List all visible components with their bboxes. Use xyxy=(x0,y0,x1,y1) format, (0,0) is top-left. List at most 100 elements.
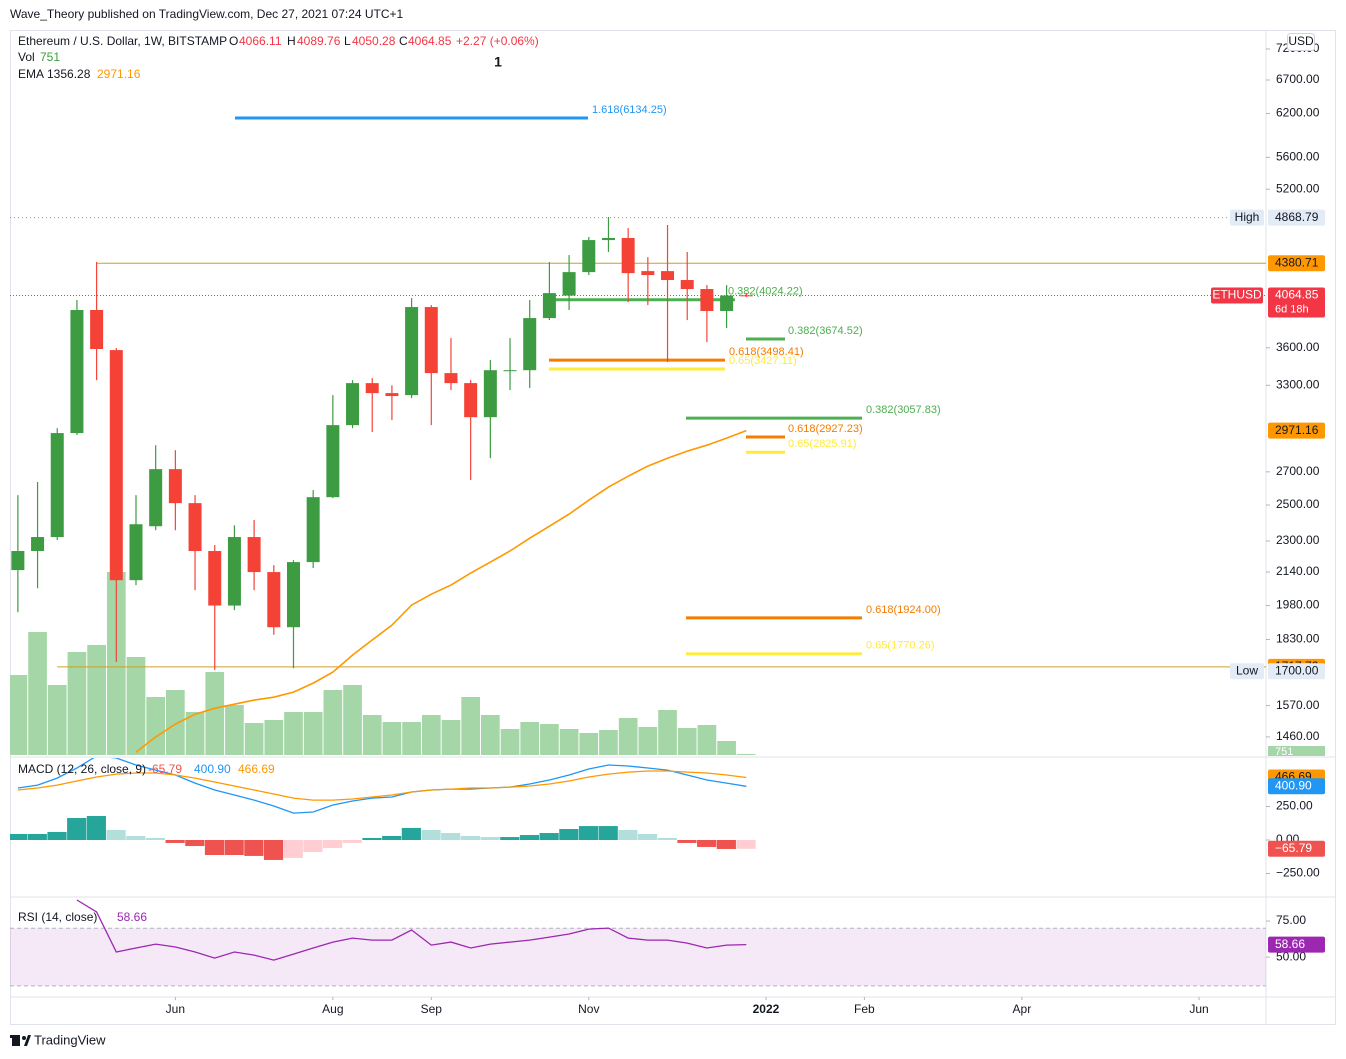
signal-line xyxy=(17,770,747,801)
rsi-pane xyxy=(10,899,1266,987)
volume-bar xyxy=(461,697,481,755)
fib-label: 0.618(2927.23) xyxy=(788,423,863,435)
candle-body xyxy=(31,537,45,552)
fib-label: 0.618(1924.00) xyxy=(866,604,941,616)
macd-histogram-bar xyxy=(185,839,205,847)
legend-name: Vol xyxy=(18,50,35,64)
candle-body xyxy=(227,537,241,606)
candle-body xyxy=(464,383,478,418)
candle-body xyxy=(582,240,596,273)
candle-body xyxy=(149,469,163,527)
ema-badge-bg xyxy=(1268,422,1325,439)
macd-histogram-bar xyxy=(263,839,284,860)
volume-bar xyxy=(717,741,736,755)
candle-body xyxy=(562,272,576,296)
macd-histogram-bar xyxy=(10,833,28,840)
y-tick-label: 6200.00 xyxy=(1276,106,1320,120)
macd-line xyxy=(17,758,747,814)
macd-histogram-bar xyxy=(362,837,382,840)
candle-body xyxy=(247,537,261,573)
candle-body xyxy=(444,373,458,384)
macd-histogram-bar xyxy=(657,837,677,840)
rsi-band xyxy=(10,928,1266,986)
volume-bar xyxy=(303,712,323,755)
candle-body xyxy=(483,370,497,418)
ema-badge: 2971.16 xyxy=(1275,423,1319,437)
macd-histogram-bar xyxy=(47,831,67,840)
rsi-badge: 58.66 xyxy=(1275,937,1305,951)
x-tick-label: Sep xyxy=(421,1002,443,1016)
y-tick-label: 3600.00 xyxy=(1276,340,1320,354)
y-tick-label: 5600.00 xyxy=(1276,149,1320,163)
y-tick-label: 75.00 xyxy=(1276,913,1306,927)
y-tick-label: 1460.00 xyxy=(1276,729,1320,743)
volume-bar xyxy=(599,730,618,755)
ohlc-value: 4064.85 xyxy=(408,34,452,48)
volume-bar xyxy=(677,728,697,755)
y-tick-label: 1980.00 xyxy=(1276,598,1320,612)
x-tick-label: Jun xyxy=(1189,1002,1208,1016)
volume-bar xyxy=(225,705,244,755)
volume-bar xyxy=(205,672,225,755)
candle-body xyxy=(208,551,222,606)
volume-bar xyxy=(697,725,717,755)
volume-bar xyxy=(559,729,579,755)
histogram-badge: −65.79 xyxy=(1275,841,1312,855)
macd-histogram-bar xyxy=(27,833,47,840)
candle-body xyxy=(11,551,25,571)
y-tick-label: 2140.00 xyxy=(1276,564,1320,578)
fib-label: 0.65(1770.26) xyxy=(866,640,935,652)
symbol-tag-bg xyxy=(1211,287,1263,304)
macd-histogram-bar xyxy=(382,835,402,840)
fib-label: 0.65(2825.91) xyxy=(788,438,857,450)
y-tick-label: 50.00 xyxy=(1276,949,1306,963)
volume-bar xyxy=(441,720,461,755)
ema-line xyxy=(135,429,747,753)
macd-histogram-bar xyxy=(519,835,540,840)
volume-bar xyxy=(67,652,87,755)
volume-badge: 751 xyxy=(1275,746,1293,758)
volume-bar xyxy=(106,572,126,755)
y-tick-label: 3300.00 xyxy=(1276,377,1320,391)
volume-bar xyxy=(146,697,166,755)
candle-body xyxy=(405,307,419,396)
volume-bar xyxy=(500,729,520,755)
macd-histogram-bar xyxy=(598,826,618,840)
legend-value: 751 xyxy=(40,50,60,64)
macd-histogram-bar xyxy=(244,839,264,856)
fib-label: 0.382(3057.83) xyxy=(866,404,941,416)
rsi-title: RSI (14, close) xyxy=(18,910,97,924)
price-badge: 4064.85 xyxy=(1275,288,1319,302)
candle-body xyxy=(601,238,615,241)
candle-body xyxy=(621,238,635,274)
macd-histogram-bar xyxy=(165,839,185,843)
macd-histogram-bar xyxy=(106,829,126,840)
x-tick-label: Apr xyxy=(1013,1002,1032,1016)
macd-histogram-bar xyxy=(421,829,441,840)
candle-body xyxy=(70,310,84,434)
volume-bar xyxy=(323,690,343,755)
volume-bar xyxy=(540,724,559,755)
macd-legend-macd: 400.90 xyxy=(194,762,231,776)
ohlc-letter: O xyxy=(229,34,238,48)
ohlc-letter: C xyxy=(399,34,408,48)
volume-bar xyxy=(244,723,264,755)
legend-value: 2971.16 xyxy=(97,67,141,81)
level-badge: 4868.79 xyxy=(1275,210,1319,224)
candle-body xyxy=(267,572,281,628)
symbol-tag: ETHUSD xyxy=(1212,288,1262,302)
candle-body xyxy=(700,289,714,311)
currency[interactable]: USD xyxy=(1288,34,1314,48)
x-tick-label: Feb xyxy=(854,1002,875,1016)
volume-bar xyxy=(126,657,146,755)
currency-box[interactable] xyxy=(1287,33,1315,51)
volume-bar xyxy=(382,722,402,755)
fib-label: 0.618(3498.41) xyxy=(729,346,804,358)
level-badge: 4380.71 xyxy=(1275,255,1319,269)
volume-bar xyxy=(87,645,106,755)
macd-histogram-bar xyxy=(86,816,106,840)
symbol-title: Ethereum / U.S. Dollar, 1W, BITSTAMP xyxy=(18,34,227,48)
candle-body xyxy=(129,524,143,581)
level-badge: 1700.00 xyxy=(1275,663,1319,677)
macd-histogram-bar xyxy=(342,839,362,843)
